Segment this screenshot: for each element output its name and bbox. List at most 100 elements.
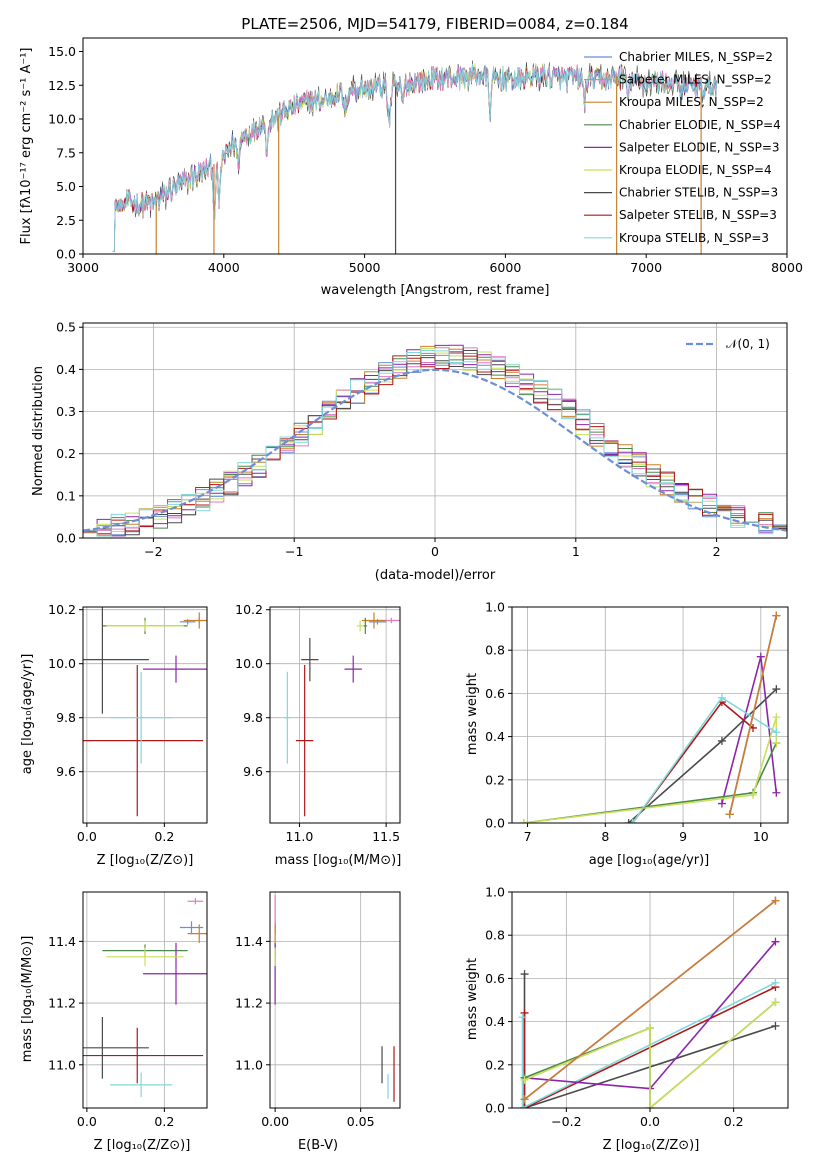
mass_weight_vs_age-marker-salpeter-elodie	[756, 652, 765, 661]
spectrum-xtick-label: 7000	[630, 260, 662, 275]
residuals-xtick-label: 0	[431, 544, 439, 559]
spectrum-ylabel: Flux [fλ10⁻¹⁷ erg cm⁻² s⁻¹ A⁻¹]	[19, 48, 34, 245]
spectrum-title: PLATE=2506, MJD=54179, FIBERID=0084, z=0…	[241, 15, 628, 33]
legend-label-kroupa-miles: Kroupa MILES, N_SSP=2	[619, 95, 764, 109]
mass-vs-ebv-xlabel: E(B-V)	[298, 1138, 338, 1153]
residuals-xtick-label: 2	[713, 544, 721, 559]
residuals-ytick-label: 0.5	[56, 320, 76, 335]
mass_weight_vs_age-xtick-label: 7	[524, 829, 532, 844]
age_vs_mass-marks	[283, 612, 400, 817]
spectrum-xtick-label: 8000	[771, 260, 803, 275]
mass_weight_vs_age-xtick-label: 9	[679, 829, 687, 844]
normal-legend-label: 𝒩(0, 1)	[726, 337, 770, 351]
age-vs-z-panel: 0.0 0.2 9.6 9.8 10.0 10.2	[48, 602, 208, 844]
mass_weight_vs_age-marker-kroupa-stelib	[717, 693, 726, 702]
mass_weight_vs_age-marker-kroupa-elodie	[749, 790, 758, 799]
mass_weight_vs_age-ytick-label: 1.0	[485, 600, 505, 615]
residuals-ytick-label: 0.1	[56, 488, 76, 503]
mass_weight_vs_age-marker-kroupa-elodie	[519, 819, 528, 823]
mass_weight_vs_Z-marker-kroupa-elodie	[646, 1024, 654, 1033]
spectrum-series-salpeter-miles	[112, 63, 717, 252]
mass-vs-ebv-panel: 0.00 0.05 11.0 11.2 11.4	[235, 891, 401, 1129]
mass_weight_vs_age-marker-chabrier-stelib	[772, 685, 781, 694]
mass-vs-z-xlabel: Z [log₁₀(Z/Z⊙)]	[94, 1138, 191, 1153]
age_vs_Z-xtick-label: 0.2	[154, 829, 174, 844]
mass_weight_vs_Z-marker-kroupa-stelib	[518, 1104, 527, 1108]
age_vs_Z-xtick-label: 0.0	[77, 829, 97, 844]
mass_vs_Z-ytick-label: 11.4	[48, 934, 76, 949]
age-vs-mass-xlabel: mass [log₁₀(M/M⊙)]	[275, 853, 402, 868]
legend-label-salpeter-stelib: Salpeter STELIB, N_SSP=3	[619, 208, 777, 222]
mass_weight_vs_age-marker-kroupa-stelib	[772, 728, 781, 737]
mass_vs_ebv-ytick-label: 11.2	[235, 996, 263, 1011]
mass_weight_vs_age-marker-kroupa-elodie	[772, 713, 781, 722]
mass_weight_vs_Z-marker-salpeter-elodie	[771, 937, 780, 946]
spectrum-legend: Chabrier MILES, N_SSP=2 Salpeter MILES, N…	[584, 50, 781, 245]
mass_vs_ebv-xtick-label: 0.05	[347, 1114, 375, 1129]
age_vs_Z-frame	[82, 606, 208, 824]
mass_weight_vs_Z-ytick-label: 0.4	[485, 1014, 505, 1029]
legend-label-salpeter-elodie: Salpeter ELODIE, N_SSP=3	[619, 140, 780, 154]
mass_weight_vs_Z-marker-kroupa-miles	[771, 896, 780, 905]
legend-label-chabrier-stelib: Chabrier STELIB, N_SSP=3	[619, 186, 778, 200]
spectrum-ytick-label: 10.0	[48, 112, 76, 127]
mass_weight_vs_age-marker-kroupa-stelib	[628, 819, 637, 823]
residuals-ytick-label: 0.2	[56, 446, 76, 461]
spectrum-ytick-label: 5.0	[56, 179, 76, 194]
mass_weight_vs_age-marker-chabrier-stelib	[624, 819, 633, 823]
spectrum-ytick-label: 7.5	[56, 145, 76, 160]
mass_weight_vs_Z-line-salpeter-stelib	[523, 986, 776, 1108]
spectrum-xtick-label: 5000	[349, 260, 381, 275]
mass-vs-z-panel: 0.0 0.2 11.0 11.2 11.4	[48, 891, 208, 1129]
mass_weight_vs_Z-marker-chabrier-stelib	[520, 970, 529, 979]
spectrum-ytick-label: 2.5	[56, 213, 76, 228]
mass_vs_ebv-ytick-label: 11.4	[235, 934, 263, 949]
mass_weight_vs_Z-marker-kroupa-elodie	[771, 998, 780, 1007]
normal-legend: 𝒩(0, 1)	[686, 337, 770, 351]
spectrum-xtick-label: 3000	[67, 260, 99, 275]
mass_weight_vs_Z-line-kroupa-stelib	[521, 981, 776, 1108]
mass_weight_vs_Z-marker-kroupa-elodie	[520, 1075, 529, 1084]
residuals-xtick-label: −2	[144, 544, 162, 559]
residuals-xtick-label: −1	[285, 544, 303, 559]
mass_weight_vs_age-marker-salpeter-elodie	[772, 788, 781, 797]
mass_weight_vs_age-line-kroupa-stelib	[631, 696, 777, 823]
spectrum-ytick-label: 12.5	[48, 78, 76, 93]
mass_weight_vs_Z-marker-salpeter-stelib	[520, 1008, 529, 1017]
age_vs_Z-ytick-label: 10.2	[48, 602, 76, 617]
age_vs_mass-xtick-label: 11.5	[372, 829, 400, 844]
mass-weight-vs-z-panel: −0.2 0.0 0.2 0.0 0.2 0.4 0.6 0.8 1.0	[485, 885, 789, 1129]
mass_weight_vs_Z-frame	[511, 891, 789, 1109]
legend-label-kroupa-elodie: Kroupa ELODIE, N_SSP=4	[619, 163, 772, 177]
residuals-marks	[83, 344, 787, 538]
mass_weight_vs_Z-marker-salpeter-stelib	[520, 1104, 529, 1108]
spectrum-panel: PLATE=2506, MJD=54179, FIBERID=0084, z=0…	[19, 15, 803, 298]
residuals-plot-area: −2 −1 0 1 2 0.0 0.1 0.2 0.3 0.4 0.5	[56, 320, 788, 559]
residuals-ylabel: Normed distribution	[31, 366, 46, 496]
mass-weight-vs-z-xlabel: Z [log₁₀(Z/Z⊙)]	[603, 1138, 700, 1153]
mass_weight_vs_age-ytick-label: 0.6	[485, 686, 505, 701]
mass_vs_Z-ytick-label: 11.0	[48, 1057, 76, 1072]
mass_weight_vs_age-marker-salpeter-elodie	[717, 799, 726, 808]
age_vs_Z-ytick-label: 9.8	[56, 710, 76, 725]
mass_vs_Z-xtick-label: 0.2	[154, 1114, 174, 1129]
mass_weight_vs_Z-line-kroupa-elodie	[524, 1001, 777, 1108]
age-vs-z-ylabel: age [log₁₀(age/yr)]	[20, 654, 35, 775]
age_vs_Z-marks	[83, 607, 207, 817]
age_vs_mass-xtick-label: 11.0	[286, 829, 314, 844]
mass_weight_vs_age-line-kroupa-miles	[728, 615, 778, 815]
spectrum-xlabel: wavelength [Angstrom, rest frame]	[321, 283, 550, 298]
spectrum-ytick-label: 0.0	[56, 247, 76, 262]
mass_weight_vs_Z-ytick-label: 0.2	[485, 1057, 505, 1072]
mass_weight_vs_age-line-chabrier-elodie	[523, 742, 778, 823]
residuals-xtick-label: 1	[572, 544, 580, 559]
residuals-xlabel: (data-model)/error	[375, 568, 496, 583]
spectrum-frame	[82, 37, 788, 255]
mass_weight_vs_age-xtick-label: 8	[601, 829, 609, 844]
mass_weight_vs_Z-line-kroupa-miles	[524, 899, 776, 1101]
age-vs-z-xlabel: Z [log₁₀(Z/Z⊙)]	[97, 853, 194, 868]
mass_weight_vs_Z-marker-kroupa-elodie	[646, 1104, 654, 1108]
age_vs_Z-ytick-label: 9.6	[56, 764, 76, 779]
age_vs_mass-frame	[269, 606, 401, 824]
